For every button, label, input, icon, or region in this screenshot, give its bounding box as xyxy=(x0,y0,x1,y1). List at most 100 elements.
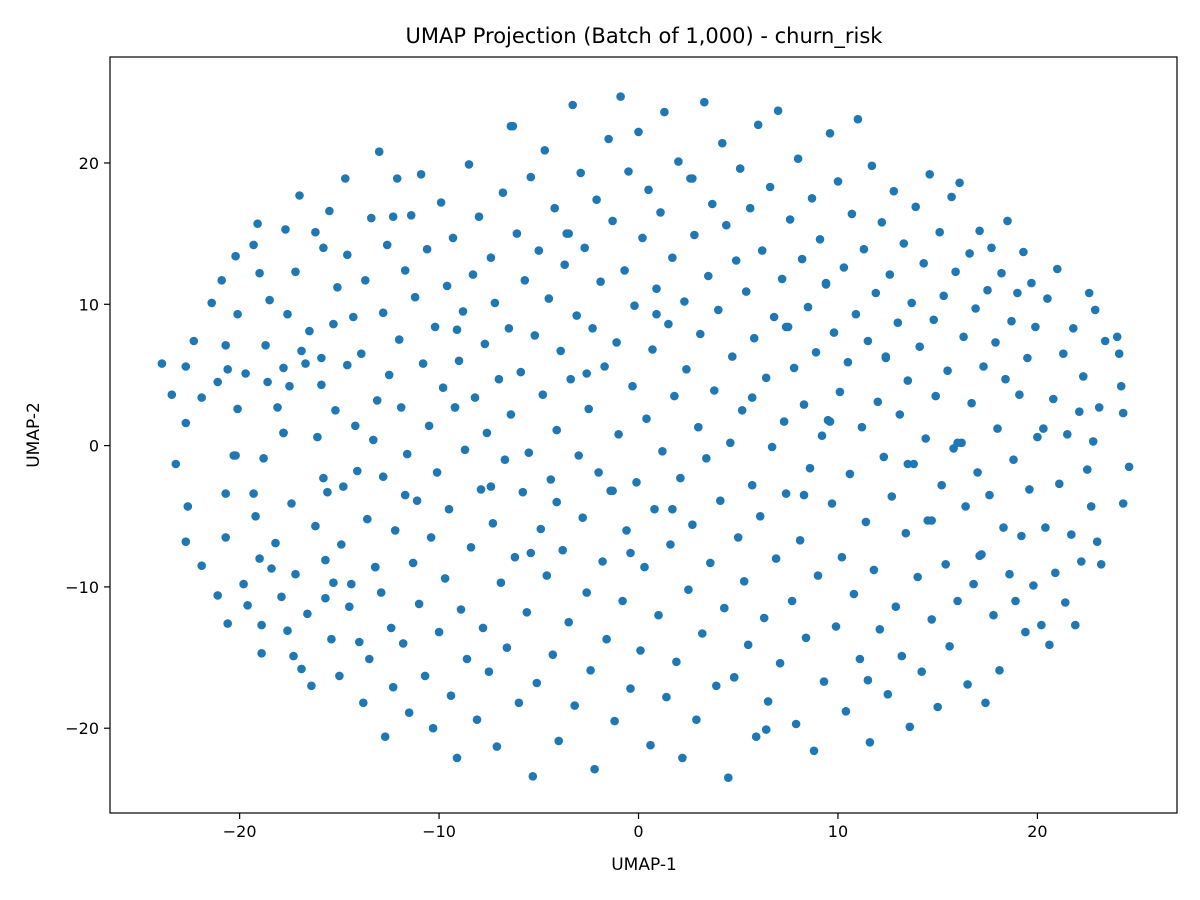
data-point xyxy=(343,250,352,260)
data-point xyxy=(572,311,581,320)
data-point xyxy=(422,244,432,254)
data-point xyxy=(361,276,370,285)
data-point xyxy=(614,430,623,439)
data-point xyxy=(654,610,663,620)
data-point xyxy=(1118,499,1128,508)
data-point xyxy=(574,451,583,460)
data-point xyxy=(973,468,982,477)
data-point xyxy=(319,473,328,483)
data-point xyxy=(265,295,274,305)
data-point xyxy=(664,319,673,329)
data-point xyxy=(1041,523,1050,532)
data-point xyxy=(183,502,193,511)
data-point xyxy=(626,684,635,693)
data-point xyxy=(861,517,871,527)
data-point xyxy=(1096,560,1106,569)
data-point xyxy=(592,195,601,204)
data-point xyxy=(444,504,454,514)
data-point xyxy=(608,216,617,226)
data-point xyxy=(532,678,542,688)
data-point xyxy=(728,352,737,361)
data-point xyxy=(769,312,779,322)
data-point xyxy=(388,682,398,692)
data-point xyxy=(825,129,835,138)
data-point xyxy=(622,526,631,535)
data-point xyxy=(628,381,637,391)
data-point xyxy=(965,249,974,258)
data-point xyxy=(630,301,639,311)
data-point xyxy=(971,304,980,313)
data-point xyxy=(414,599,424,609)
data-point xyxy=(933,702,942,712)
data-point xyxy=(626,548,635,558)
data-point xyxy=(722,220,731,230)
data-point xyxy=(374,147,384,156)
data-point xyxy=(881,352,891,361)
data-point xyxy=(747,480,757,490)
data-point xyxy=(901,528,911,538)
data-point xyxy=(506,410,516,419)
data-point xyxy=(251,512,260,521)
data-point xyxy=(378,308,388,318)
data-point xyxy=(456,605,466,614)
data-point xyxy=(642,414,651,424)
data-point xyxy=(460,445,470,455)
data-point xyxy=(1011,596,1020,606)
data-point xyxy=(869,565,879,575)
data-point xyxy=(217,276,226,285)
data-point xyxy=(241,369,250,378)
data-point xyxy=(993,424,1002,433)
data-point xyxy=(620,266,629,275)
data-points xyxy=(157,92,1134,782)
data-point xyxy=(197,561,206,570)
data-point xyxy=(526,172,536,182)
data-point xyxy=(710,386,719,395)
data-point xyxy=(167,390,177,400)
data-point xyxy=(911,202,920,212)
data-point xyxy=(747,393,757,402)
data-point xyxy=(197,393,206,402)
data-point xyxy=(492,742,502,751)
data-point xyxy=(807,194,817,203)
data-point xyxy=(983,285,992,295)
data-point xyxy=(420,671,430,681)
data-point xyxy=(440,574,450,583)
data-point xyxy=(989,610,998,620)
data-point xyxy=(1086,502,1096,511)
data-point xyxy=(969,579,978,589)
data-point xyxy=(257,620,266,630)
data-point xyxy=(400,490,410,500)
data-point xyxy=(516,367,526,377)
data-point xyxy=(739,577,749,586)
data-point xyxy=(903,376,913,385)
data-point xyxy=(819,677,829,686)
data-point xyxy=(935,227,944,237)
data-point xyxy=(1023,353,1032,363)
data-point xyxy=(337,540,346,549)
data-point xyxy=(672,657,681,667)
data-point xyxy=(889,186,899,196)
data-point xyxy=(181,418,191,428)
data-point xyxy=(688,520,697,529)
data-point xyxy=(171,459,181,469)
data-point xyxy=(478,623,488,633)
data-point xyxy=(442,281,452,291)
data-point xyxy=(367,213,376,223)
data-point xyxy=(578,513,587,522)
data-point xyxy=(963,680,972,689)
data-point xyxy=(618,596,627,606)
data-point xyxy=(349,312,358,322)
data-point xyxy=(859,244,869,254)
data-point xyxy=(941,560,950,569)
data-point xyxy=(865,738,875,747)
data-point xyxy=(512,229,522,238)
data-point xyxy=(285,381,294,391)
data-point xyxy=(700,97,709,107)
data-point xyxy=(392,174,402,183)
y-axis-ticks: −20 −10 0 10 20 xyxy=(65,154,110,738)
data-point xyxy=(883,690,893,699)
data-point xyxy=(301,359,310,368)
data-point xyxy=(452,753,462,763)
data-point xyxy=(997,268,1006,278)
data-point xyxy=(388,212,398,221)
